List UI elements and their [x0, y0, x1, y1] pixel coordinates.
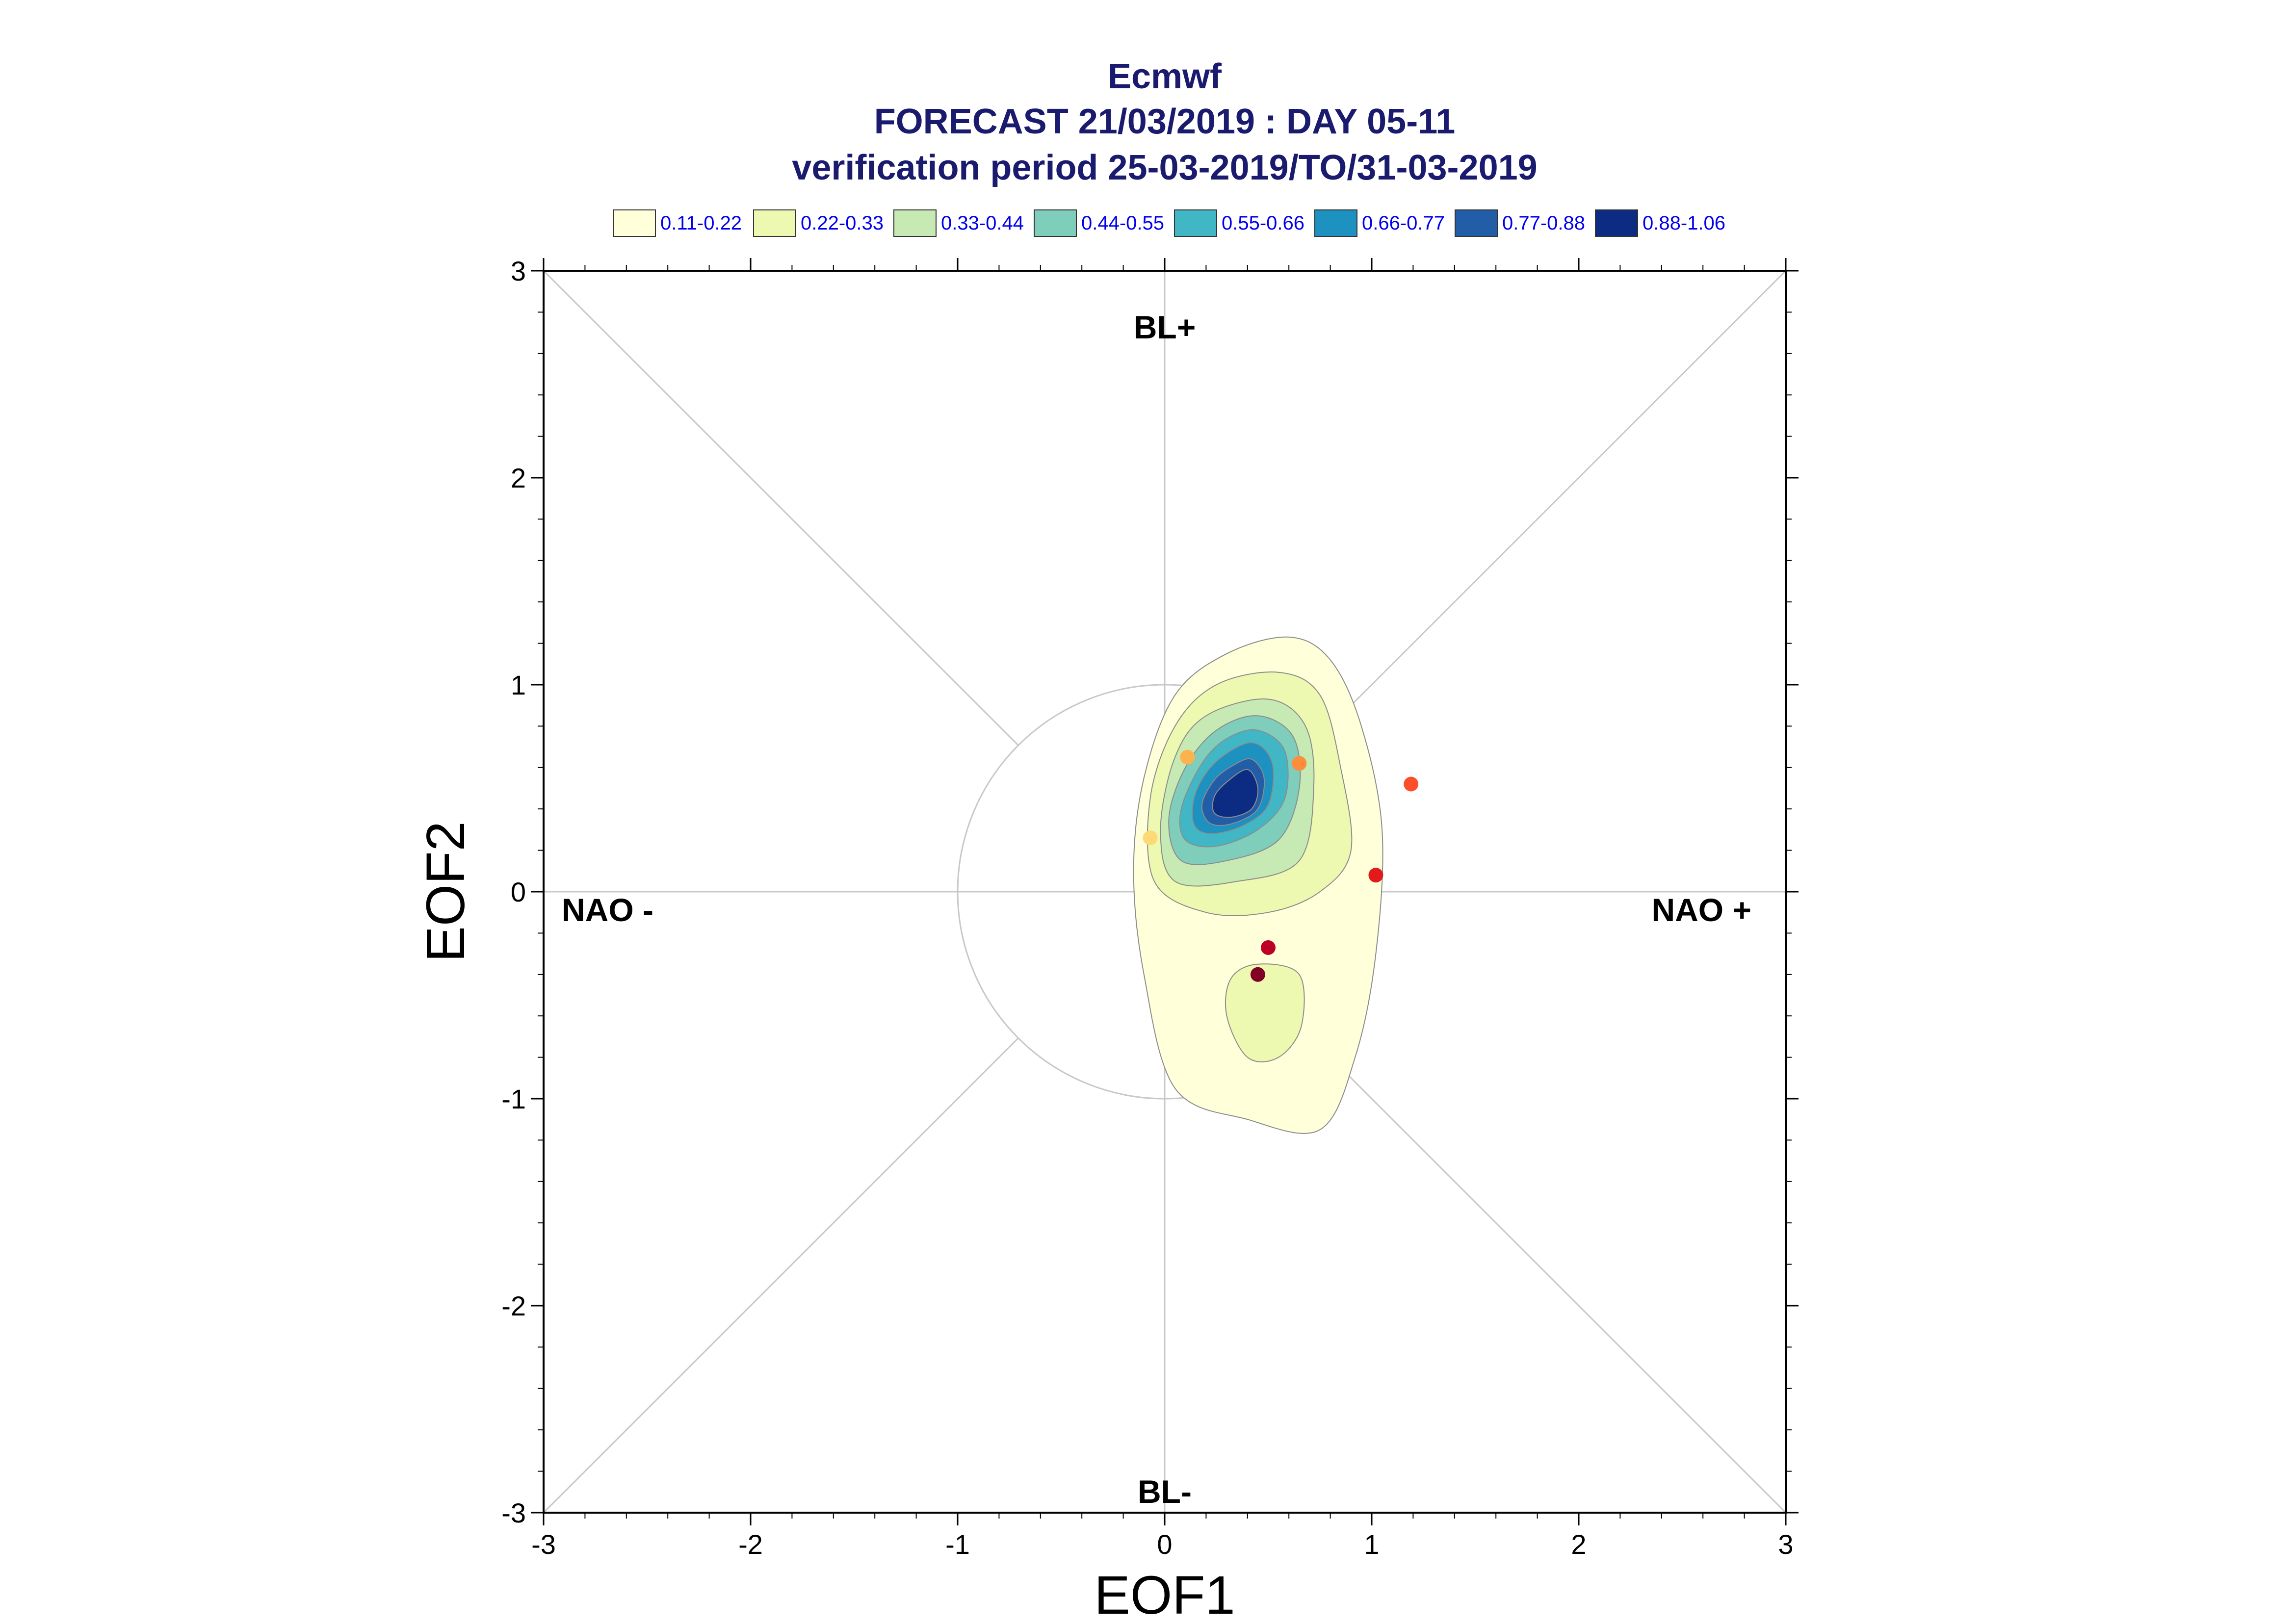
- y-tick-label: -3: [501, 1497, 526, 1528]
- chart-title: Ecmwf: [1108, 57, 1222, 96]
- scatter-point: [1404, 776, 1419, 792]
- density-contour: [1225, 963, 1305, 1062]
- diagonal-line: [1310, 1037, 1787, 1514]
- density-contours: [1133, 636, 1383, 1134]
- chart-subtitle-1: FORECAST 21/03/2019 : DAY 05-11: [874, 102, 1456, 141]
- guide-lines: [543, 270, 1787, 1514]
- legend-label: 0.33-0.44: [941, 212, 1024, 234]
- scatter-point: [1180, 749, 1195, 765]
- region-label-right: NAO +: [1651, 892, 1751, 928]
- x-tick-label: 3: [1778, 1529, 1793, 1560]
- scatter-point: [1292, 756, 1307, 771]
- legend-swatch: [1314, 209, 1357, 237]
- x-tick-label: -2: [738, 1529, 763, 1560]
- y-tick-label: 3: [511, 256, 526, 286]
- scatter-point: [1143, 830, 1158, 846]
- scatter-point: [1368, 868, 1383, 883]
- x-tick-label: 1: [1364, 1529, 1379, 1560]
- diagonal-line: [1310, 270, 1787, 746]
- x-tick-label: -3: [531, 1529, 556, 1560]
- scatter-point: [1250, 967, 1265, 982]
- density-contour: [1212, 769, 1259, 818]
- legend-swatch: [1595, 209, 1638, 237]
- legend-label: 0.88-1.06: [1643, 212, 1725, 234]
- diagonal-line: [543, 1037, 1019, 1514]
- legend-label: 0.55-0.66: [1222, 212, 1304, 234]
- diagonal-line: [543, 270, 1019, 746]
- legend-label: 0.22-0.33: [801, 212, 884, 234]
- y-tick-label: 0: [511, 876, 526, 907]
- y-tick-label: 2: [511, 463, 526, 493]
- legend: 0.11-0.22 0.22-0.33 0.33-0.44 0.44-0.55 0.55…: [613, 209, 1725, 237]
- legend-label: 0.77-0.88: [1502, 212, 1585, 234]
- region-label-left: NAO -: [562, 892, 653, 928]
- chart-subtitle-2: verification period 25-03-2019/TO/31-03-…: [792, 148, 1537, 187]
- legend-swatch: [1034, 209, 1077, 237]
- legend-swatch: [893, 209, 937, 237]
- legend-swatch: [753, 209, 796, 237]
- legend-label: 0.66-0.77: [1362, 212, 1445, 234]
- y-tick-label: 1: [511, 670, 526, 700]
- scatter-points: [1143, 749, 1419, 982]
- region-label-top: BL+: [1134, 309, 1196, 345]
- legend-label: 0.44-0.55: [1081, 212, 1164, 234]
- region-label-bottom: BL-: [1138, 1473, 1192, 1510]
- plot-area: -3 -2 -1 0 1 2 3 -3 -2 -1 0 1 2 3: [501, 256, 1799, 1560]
- x-tick-label: 2: [1571, 1529, 1586, 1560]
- scatter-point: [1261, 940, 1276, 955]
- y-tick-label: -1: [501, 1083, 526, 1114]
- legend-swatch: [613, 209, 656, 237]
- legend-label: 0.11-0.22: [660, 212, 742, 234]
- y-tick-label: -2: [501, 1290, 526, 1321]
- legend-swatch: [1455, 209, 1498, 237]
- x-tick-label: 0: [1157, 1529, 1172, 1560]
- axis-ticks: -3 -2 -1 0 1 2 3 -3 -2 -1 0 1 2 3: [501, 256, 1799, 1560]
- legend-swatch: [1174, 209, 1217, 237]
- x-tick-label: -1: [945, 1529, 970, 1560]
- x-axis-title: EOF1: [1094, 1565, 1235, 1624]
- y-axis-title: EOF2: [416, 821, 476, 962]
